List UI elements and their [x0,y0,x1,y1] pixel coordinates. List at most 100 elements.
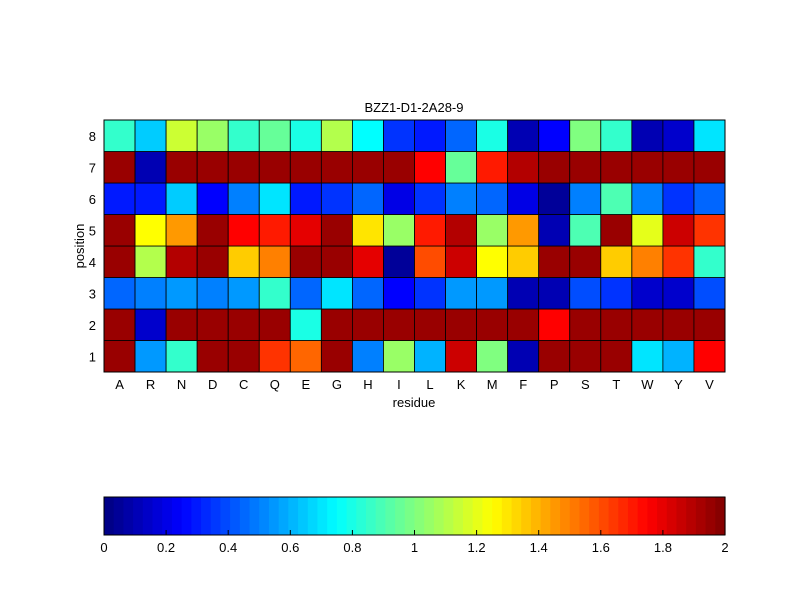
colorbar-tick-label: 1.6 [592,540,610,555]
heatmap-cell-4-C [227,245,260,278]
heatmap-cell-2-G [320,308,353,341]
x-tick-label: M [487,377,498,392]
colorbar-segment [375,497,386,535]
heatmap-cell-5-R [134,214,167,247]
x-tick-label: P [550,377,559,392]
heatmap-cell-4-G [320,245,353,278]
heatmap-cell-8-G [320,119,353,152]
heatmap-cell-4-Y [662,245,695,278]
heatmap-cell-1-N [165,340,198,373]
heatmap-cell-2-A [103,308,136,341]
colorbar-segment [259,497,270,535]
heatmap-cell-2-P [538,308,571,341]
heatmap-cell-4-W [631,245,664,278]
x-tick-label: I [397,377,401,392]
heatmap-cell-7-I [383,151,415,184]
colorbar-segment [133,497,144,535]
heatmap-cell-8-K [445,119,477,152]
heatmap-cell-3-Y [662,277,695,310]
colorbar-segment [579,497,590,535]
heatmap-cell-2-R [134,308,167,341]
x-tick-label: F [519,377,527,392]
x-tick-label: W [641,377,654,392]
heatmap-cell-7-G [320,151,353,184]
heatmap-cell-6-H [351,182,384,215]
heatmap-cell-3-L [414,277,446,310]
heatmap-cell-6-W [631,182,664,215]
colorbar-segment [637,497,648,535]
heatmap-cell-1-V [693,340,726,373]
colorbar-segment [530,497,542,535]
x-tick-label: T [612,377,620,392]
heatmap-cell-4-K [445,245,477,278]
heatmap-cell-6-G [320,182,353,215]
colorbar-segment [550,497,561,535]
heatmap-cell-1-M [476,340,509,373]
colorbar-segment [608,497,619,535]
x-tick-label: N [177,377,186,392]
colorbar-segment [298,497,309,535]
heatmap-cell-5-L [414,214,446,247]
heatmap-cell-1-C [227,340,260,373]
colorbar-segment [404,497,416,535]
heatmap-cell-2-I [383,308,415,341]
x-tick-label: Q [270,377,280,392]
colorbar-segment [365,497,377,535]
x-tick-label: C [239,377,248,392]
heatmap-cell-7-H [351,151,384,184]
heatmap-cell-1-K [445,340,477,373]
colorbar-tick-label: 1.2 [468,540,486,555]
colorbar-segment [501,497,513,535]
y-axis-label: position [72,224,87,269]
heatmap-cell-8-F [507,119,540,152]
heatmap-cell-3-C [227,277,260,310]
heatmap-cell-3-H [351,277,384,310]
colorbar-segment [482,497,493,535]
heatmap-cell-6-C [227,182,260,215]
y-tick-label: 2 [89,318,96,333]
heatmap-cell-7-A [103,151,136,184]
heatmap-cell-6-L [414,182,446,215]
heatmap-cell-8-A [103,119,136,152]
x-tick-label: D [208,377,217,392]
colorbar-tick-label: 1.4 [530,540,548,555]
colorbar-segment [230,497,241,535]
heatmap-cell-1-T [600,340,633,373]
heatmap-cell-1-E [289,340,322,373]
heatmap-cell-2-L [414,308,446,341]
heatmap-cell-2-Q [258,308,291,341]
x-tick-label: K [457,377,466,392]
colorbar-segment [627,497,639,535]
colorbar-segment [463,497,474,535]
colorbar-segment [492,497,503,535]
heatmap-cell-7-L [414,151,446,184]
colorbar-tick-label: 0.2 [157,540,175,555]
heatmap-cell-2-M [476,308,509,341]
colorbar-segment [540,497,551,535]
colorbar-segment [162,497,173,535]
heatmap-cell-7-P [538,151,571,184]
heatmap-cell-5-W [631,214,664,247]
colorbar-tick-label: 0 [100,540,107,555]
colorbar [104,497,726,535]
x-tick-label: R [146,377,155,392]
heatmap-cell-3-M [476,277,509,310]
colorbar-segment [152,497,163,535]
colorbar-segment [268,497,280,535]
colorbar-segment [142,497,154,535]
heatmap-cell-8-V [693,119,726,152]
heatmap-cell-5-Y [662,214,695,247]
colorbar-segment [647,497,658,535]
heatmap-cell-4-I [383,245,415,278]
heatmap-cell-8-S [569,119,602,152]
colorbar-segment [336,497,348,535]
heatmap-cell-8-R [134,119,167,152]
colorbar-tick-label: 0.8 [343,540,361,555]
heatmap-cell-8-L [414,119,446,152]
heatmap-cell-2-H [351,308,384,341]
heatmap-cell-6-Q [258,182,291,215]
heatmap-cell-3-T [600,277,633,310]
heatmap-cell-6-F [507,182,540,215]
heatmap-cell-7-F [507,151,540,184]
